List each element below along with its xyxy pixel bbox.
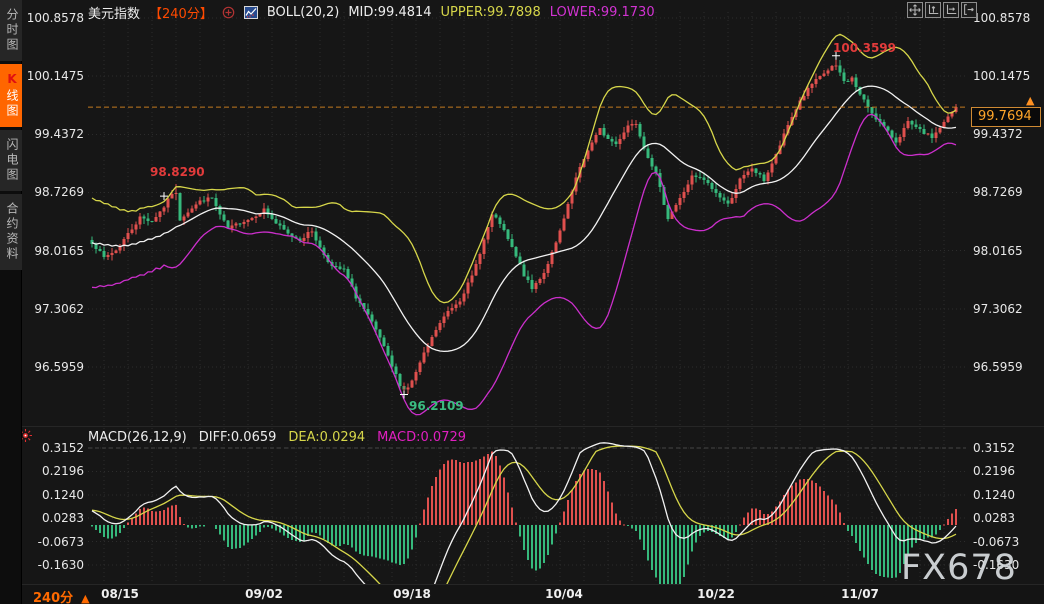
boll-label: BOLL(20,2) <box>266 5 340 20</box>
price-tick-label-right: 100.8578 <box>973 11 1031 25</box>
macd-tick-label-left: 0.1240 <box>42 487 84 502</box>
low-price-annotation: 96.2109 <box>409 399 464 413</box>
date-label-09-02: 09/02 <box>245 587 283 601</box>
chart-type-sidebar: 分时图 K线图闪电图合约资料 <box>0 0 22 604</box>
price-tick-label-right: 96.5959 <box>973 359 1023 374</box>
price-tick-label-left: 98.7269 <box>34 185 84 200</box>
price-up-arrow-icon: ▲ <box>1026 94 1035 107</box>
panel-divider <box>22 426 1044 427</box>
early-high-price-annotation: 98.8290 <box>150 165 205 179</box>
link-icon[interactable] <box>222 6 235 19</box>
current-price-box: 99.7694 <box>971 107 1041 127</box>
date-label-11-07: 11/07 <box>841 587 879 601</box>
price-tick-label-right: 98.0165 <box>973 243 1023 258</box>
price-tick-label-left: 97.3062 <box>34 301 84 316</box>
macd-tick-label-left: 0.3152 <box>42 440 84 455</box>
macd-tick-label-right: -0.0673 <box>973 534 1020 549</box>
boll-mid-value: MID:99.4814 <box>348 5 432 20</box>
move-icon[interactable] <box>907 2 923 18</box>
boll-lower-value: LOWER:99.1730 <box>549 5 655 20</box>
time-axis-row: 240分 ▲ 08/15 09/02 09/18 10/04 10/22 11/07 <box>0 585 1044 604</box>
macd-tick-label-right: 0.1240 <box>973 487 1015 502</box>
fit-x-axis-icon[interactable] <box>943 2 959 18</box>
date-label-10-04: 10/04 <box>545 587 583 601</box>
date-label-09-18: 09/18 <box>393 587 431 601</box>
period-selector[interactable]: 240分 ▲ <box>33 587 90 604</box>
fx678-watermark: FX678 <box>901 548 1017 588</box>
macd-macd-value: MACD:0.0729 <box>377 430 467 445</box>
macd-tick-label-right: 0.0283 <box>973 511 1015 526</box>
price-tick-label-right: 99.4372 <box>973 127 1023 142</box>
date-label-10-22: 10/22 <box>697 587 735 601</box>
macd-diff-value: DIFF:0.0659 <box>198 430 277 445</box>
macd-tick-label-left: 0.2196 <box>42 464 84 479</box>
price-tick-label-left: 98.0165 <box>34 243 84 258</box>
macd-tick-label-left: -0.1630 <box>37 557 84 572</box>
macd-header: MACD(26,12,9) DIFF:0.0659 DEA:0.0294 MAC… <box>88 430 466 445</box>
chart-header: 美元指数 【240分】 BOLL(20,2) MID:99.4814 UPPER… <box>88 3 655 22</box>
indicator-chart-icon[interactable] <box>243 6 258 19</box>
macd-tick-label-right: 0.2196 <box>973 464 1015 479</box>
sidebar-tab-闪电图[interactable]: 闪电图 <box>0 130 22 191</box>
price-tick-label-left: 100.1475 <box>26 69 84 84</box>
price-tick-label-right: 98.7269 <box>973 185 1023 200</box>
macd-label: MACD(26,12,9) <box>88 430 187 445</box>
bottom-divider <box>22 584 1044 585</box>
sidebar-tab-K线图[interactable]: K线图 <box>0 64 22 127</box>
fit-y-axis-icon[interactable] <box>925 2 941 18</box>
price-tick-label-left: 99.4372 <box>34 127 84 142</box>
period-selector-label: 240分 <box>33 591 74 604</box>
chart-toolbar <box>907 2 977 18</box>
period-dropdown-arrow-icon: ▲ <box>81 592 90 604</box>
price-tick-label-left: 100.8578 <box>26 11 84 25</box>
price-tick-label-right: 97.3062 <box>973 301 1023 316</box>
high-price-annotation: 100.3599 <box>833 41 897 55</box>
sidebar-tab-合约资料[interactable]: 合约资料 <box>0 194 22 270</box>
sidebar-tab-分时图[interactable]: 分时图 <box>0 0 22 61</box>
timeframe-label[interactable]: 【240分】 <box>149 7 213 22</box>
date-label-08-15: 08/15 <box>101 587 139 601</box>
macd-tick-label-right: -0.1630 <box>973 557 1020 572</box>
pan-right-icon[interactable] <box>961 2 977 18</box>
price-tick-label-right: 100.1475 <box>973 69 1031 84</box>
macd-dea-value: DEA:0.0294 <box>288 430 366 445</box>
macd-tick-label-left: -0.0673 <box>37 534 84 549</box>
macd-tick-label-left: 0.0283 <box>42 511 84 526</box>
price-tick-label-left: 96.5959 <box>34 359 84 374</box>
symbol-name: 美元指数 <box>88 7 141 22</box>
boll-upper-value: UPPER:99.7898 <box>440 5 541 20</box>
macd-tick-label-right: 0.3152 <box>973 440 1015 455</box>
